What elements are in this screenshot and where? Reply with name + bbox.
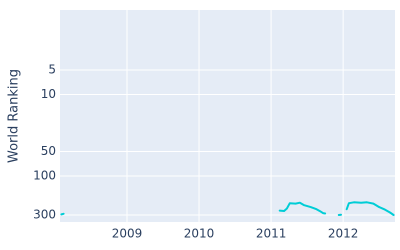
data-line	[60, 201, 395, 216]
x-tick-label: 2011	[256, 227, 287, 241]
x-tick-label: 2012	[328, 227, 359, 241]
y-tick-label: 100	[33, 169, 56, 183]
y-axis-title: World Ranking	[7, 69, 22, 163]
x-tick-label: 2010	[184, 227, 215, 241]
x-tick-label: 2009	[112, 227, 143, 241]
plot-area	[60, 10, 395, 222]
y-tick-label: 10	[41, 87, 56, 101]
y-tick-label: 50	[41, 144, 56, 158]
y-tick-label: 300	[33, 207, 56, 221]
y-tick-label: 5	[48, 62, 56, 76]
